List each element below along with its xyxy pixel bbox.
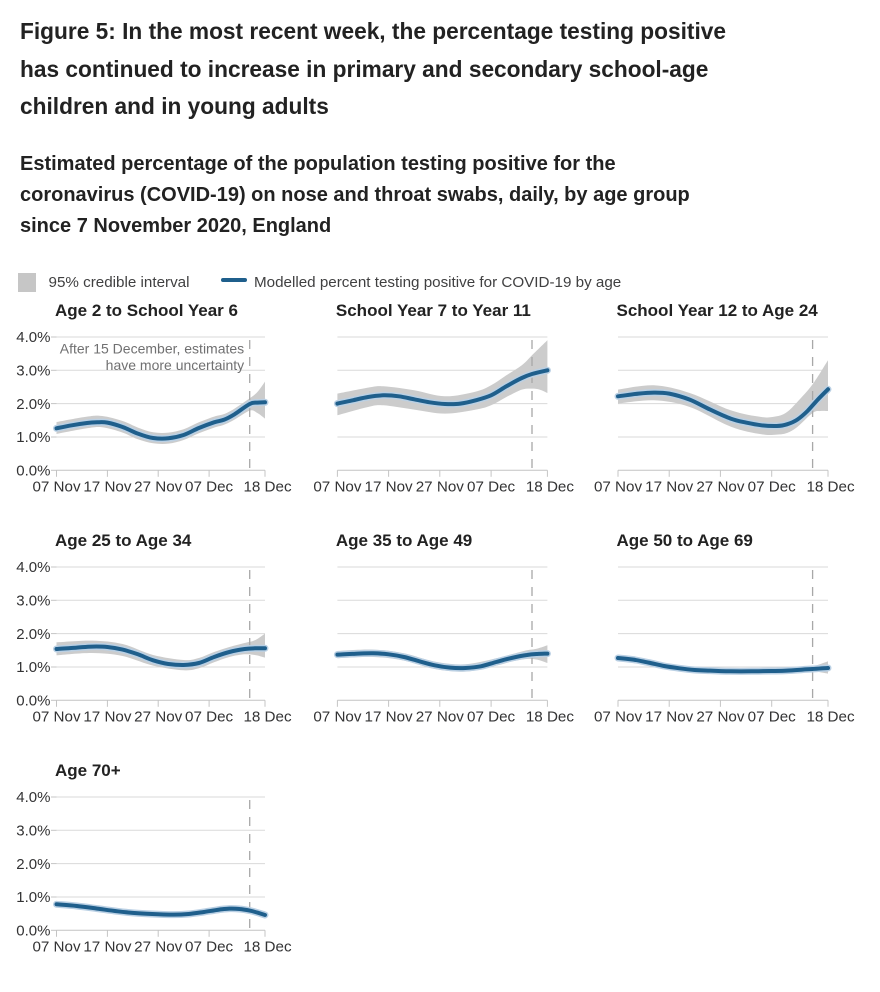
svg-text:School Year 12 to Age 24: School Year 12 to Age 24 <box>617 301 819 320</box>
svg-text:27 Nov: 27 Nov <box>416 708 465 725</box>
svg-text:18 Dec: 18 Dec <box>243 478 292 495</box>
svg-text:18 Dec: 18 Dec <box>243 708 292 725</box>
svg-text:07 Nov: 07 Nov <box>32 938 81 955</box>
svg-text:18 Dec: 18 Dec <box>806 708 855 725</box>
svg-text:18 Dec: 18 Dec <box>243 938 292 955</box>
svg-text:3.0%: 3.0% <box>16 823 50 840</box>
svg-text:27 Nov: 27 Nov <box>134 938 183 955</box>
svg-text:Age 35 to Age 49: Age 35 to Age 49 <box>336 531 472 550</box>
svg-text:18 Dec: 18 Dec <box>806 478 855 495</box>
svg-text:07 Nov: 07 Nov <box>32 478 81 495</box>
svg-text:3.0%: 3.0% <box>16 363 50 380</box>
svg-text:07 Dec: 07 Dec <box>185 478 234 495</box>
svg-text:27 Nov: 27 Nov <box>696 708 745 725</box>
svg-text:4.0%: 4.0% <box>16 559 50 576</box>
svg-text:18 Dec: 18 Dec <box>526 708 575 725</box>
svg-text:17 Nov: 17 Nov <box>83 478 132 495</box>
svg-text:27 Nov: 27 Nov <box>134 478 183 495</box>
svg-text:3.0%: 3.0% <box>16 593 50 610</box>
svg-text:1.0%: 1.0% <box>16 659 50 676</box>
svg-text:27 Nov: 27 Nov <box>416 478 465 495</box>
svg-text:07 Dec: 07 Dec <box>467 478 516 495</box>
svg-text:07 Dec: 07 Dec <box>185 708 234 725</box>
svg-text:17 Nov: 17 Nov <box>365 708 414 725</box>
svg-text:0.0%: 0.0% <box>16 463 50 480</box>
svg-text:17 Nov: 17 Nov <box>645 708 694 725</box>
svg-text:17 Nov: 17 Nov <box>83 938 132 955</box>
svg-text:07 Nov: 07 Nov <box>594 708 643 725</box>
svg-text:School Year 7 to Year 11: School Year 7 to Year 11 <box>336 301 531 320</box>
svg-text:18 Dec: 18 Dec <box>526 478 575 495</box>
svg-text:1.0%: 1.0% <box>16 429 50 446</box>
svg-text:2.0%: 2.0% <box>16 396 50 413</box>
svg-text:07 Dec: 07 Dec <box>748 478 797 495</box>
svg-text:4.0%: 4.0% <box>16 329 50 346</box>
svg-text:2.0%: 2.0% <box>16 626 50 643</box>
svg-text:have more uncertainty: have more uncertainty <box>106 357 245 373</box>
svg-text:Age 25 to Age 34: Age 25 to Age 34 <box>55 531 192 550</box>
svg-text:2.0%: 2.0% <box>16 856 50 873</box>
svg-text:27 Nov: 27 Nov <box>696 478 745 495</box>
svg-text:07 Dec: 07 Dec <box>467 708 516 725</box>
svg-text:Age 70+: Age 70+ <box>55 761 121 780</box>
svg-text:17 Nov: 17 Nov <box>83 708 132 725</box>
svg-text:Age 2 to School Year 6: Age 2 to School Year 6 <box>55 301 238 320</box>
svg-text:0.0%: 0.0% <box>16 693 50 710</box>
svg-text:4.0%: 4.0% <box>16 789 50 806</box>
svg-text:After 15 December, estimates: After 15 December, estimates <box>60 341 244 357</box>
svg-text:Age 50 to Age 69: Age 50 to Age 69 <box>617 531 753 550</box>
svg-text:07 Nov: 07 Nov <box>313 478 362 495</box>
svg-text:07 Nov: 07 Nov <box>594 478 643 495</box>
svg-text:07 Dec: 07 Dec <box>748 708 797 725</box>
svg-text:1.0%: 1.0% <box>16 889 50 906</box>
svg-text:0.0%: 0.0% <box>16 923 50 940</box>
svg-text:17 Nov: 17 Nov <box>365 478 414 495</box>
svg-text:07 Nov: 07 Nov <box>313 708 362 725</box>
svg-text:07 Dec: 07 Dec <box>185 938 234 955</box>
svg-text:17 Nov: 17 Nov <box>645 478 694 495</box>
svg-text:07 Nov: 07 Nov <box>32 708 81 725</box>
svg-text:27 Nov: 27 Nov <box>134 708 183 725</box>
